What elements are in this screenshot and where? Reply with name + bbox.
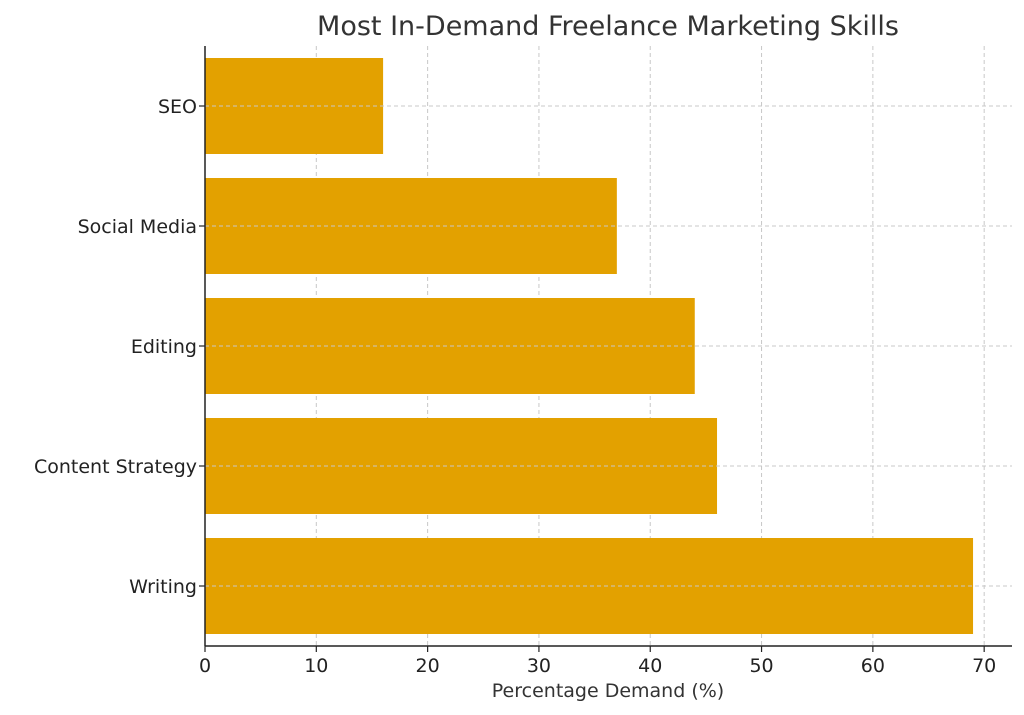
- x-tick-label-60: 60: [861, 655, 885, 677]
- y-tick-label-writing: Writing: [129, 576, 197, 598]
- x-tick-label-70: 70: [972, 655, 996, 677]
- x-tick-label-30: 30: [527, 655, 551, 677]
- chart-title: Most In-Demand Freelance Marketing Skill…: [317, 11, 899, 42]
- x-tick-label-50: 50: [749, 655, 773, 677]
- y-ticks: Writing Content Strategy Editing Social Med…: [34, 96, 205, 598]
- x-tick-label-10: 10: [304, 655, 328, 677]
- x-ticks: 0 10 20 30 40 50 60 70: [199, 646, 996, 677]
- y-tick-label-content-strategy: Content Strategy: [34, 456, 197, 478]
- y-tick-label-seo: SEO: [158, 96, 197, 118]
- y-tick-label-editing: Editing: [131, 336, 197, 358]
- y-tick-label-social-media: Social Media: [78, 216, 197, 238]
- x-tick-label-40: 40: [638, 655, 662, 677]
- x-axis-label: Percentage Demand (%): [492, 680, 724, 702]
- bar-seo: [205, 58, 384, 154]
- x-tick-label-0: 0: [199, 655, 211, 677]
- x-tick-label-20: 20: [416, 655, 440, 677]
